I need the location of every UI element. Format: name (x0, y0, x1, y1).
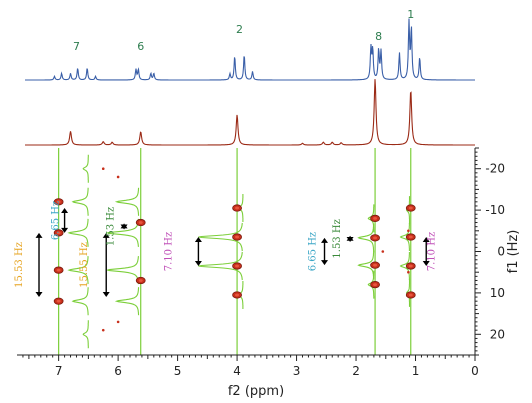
x-tick-label: 0 (471, 364, 479, 378)
f1-projection-peak (367, 270, 375, 299)
artifact-dot (116, 320, 120, 324)
cross-peak-core (56, 200, 61, 204)
f1-projection-peak (198, 251, 243, 281)
artifact-dot (116, 175, 120, 179)
coupling-arrow-head (194, 260, 202, 266)
x-tick-label: 4 (233, 364, 241, 378)
coupling-arrow-head (422, 260, 430, 266)
artifact-dot (407, 270, 410, 274)
cross-peak-core (235, 206, 240, 210)
f1-projection-peak (82, 320, 89, 349)
coupling-arrow-head (61, 208, 69, 214)
coupling-label: 1.53 Hz (332, 219, 343, 258)
coupling-arrow-head (321, 260, 329, 266)
y-tick-label: -20 (485, 162, 505, 176)
coupling-label: 1.53 Hz (105, 207, 116, 246)
artifact-dot (381, 250, 385, 253)
coupling-arrow-head (102, 232, 110, 238)
cross-peak-core (373, 236, 378, 240)
f1-projection-peak (367, 204, 375, 233)
f1-projection-peak (198, 222, 243, 252)
y-tick-label: 20 (490, 327, 505, 341)
y-axis-title: f1 (Hz) (506, 230, 521, 274)
cross-peak-core (235, 264, 240, 268)
f1-projection-peak (406, 196, 411, 225)
cross-peak-core (373, 263, 378, 267)
coupling-label: 15.55 Hz (79, 242, 90, 288)
f1-projection-peak (406, 278, 411, 307)
coupling-label: 6.65 Hz (308, 232, 319, 271)
f1-projection-peak (107, 256, 139, 285)
cross-peak-core (138, 221, 143, 224)
f1-projection-peak (399, 223, 410, 251)
two-d-plot: 15.53 Hz 6.65 Hz 15.55 Hz 1.53 Hz 7.10 Hz 6.6… (14, 148, 438, 355)
coupling-arrow-head (422, 237, 430, 243)
artifact-dot (101, 167, 105, 170)
spectrum-proton-1d (25, 18, 475, 81)
cross-peak-core (373, 283, 378, 287)
cross-peak-core (408, 235, 413, 239)
y-tick-label: 10 (490, 286, 505, 300)
cross-peak-core (138, 279, 143, 282)
x-axis-title: f2 (ppm) (228, 384, 284, 399)
peak-label: 2 (236, 23, 243, 36)
x-tick-label: 6 (114, 364, 122, 378)
peak-label: 8 (375, 30, 382, 43)
coupling-label: 7.10 Hz (164, 232, 175, 271)
cross-peak-core (56, 268, 61, 272)
f1-projection-peak (82, 154, 89, 183)
coupling-label: 6.65 Hz (51, 201, 62, 240)
peak-label: 6 (137, 40, 144, 53)
f1-projection-peak (71, 187, 89, 216)
coupling-arrow-head (35, 232, 43, 238)
f1-projection-peak (114, 187, 140, 216)
x-tick-label: 3 (293, 364, 301, 378)
cross-peak-core (235, 293, 240, 297)
coupling-arrow-head (346, 236, 354, 242)
x-tick-label: 1 (412, 364, 420, 378)
cross-peak-core (408, 206, 413, 210)
f1-projection-peak (67, 255, 89, 285)
artifact-dot (407, 229, 410, 233)
cross-peak-core (56, 299, 61, 303)
peak-labels: 7 6 2 8 1 (73, 8, 414, 53)
peak-label: 7 (73, 40, 80, 53)
coupling-arrow-head (120, 224, 128, 230)
coupling-label: 7.10 Hz (427, 232, 438, 271)
spectrum-pure-shift_1d (25, 79, 475, 146)
f1-projection-peak (67, 218, 89, 248)
y-tick-label: 0 (497, 245, 505, 259)
coupling-label: 15.53 Hz (14, 242, 25, 288)
cross-peak-core (56, 231, 61, 235)
coupling-arrow-head (194, 237, 202, 243)
coupling-arrow-head (321, 237, 329, 243)
coupling-arrow-head (61, 227, 69, 233)
cross-peak-core (408, 264, 413, 268)
x-tick-label: 7 (55, 364, 63, 378)
y-tick-label: -10 (485, 203, 505, 217)
peak-label: 1 (407, 8, 414, 21)
cross-peak-core (408, 293, 413, 297)
cross-peak-core (373, 216, 378, 220)
coupling-arrow-head (35, 292, 43, 298)
x-tick-label: 2 (352, 364, 360, 378)
f1-projection-peak (399, 252, 410, 280)
coupling-arrow-head (102, 292, 110, 298)
f1-projection-peak (71, 287, 89, 316)
x-tick-label: 5 (174, 364, 182, 378)
artifact-dot (101, 328, 105, 332)
f1-projection-peak (114, 287, 140, 316)
cross-peak-core (235, 235, 240, 239)
one-d-spectra (25, 18, 475, 146)
